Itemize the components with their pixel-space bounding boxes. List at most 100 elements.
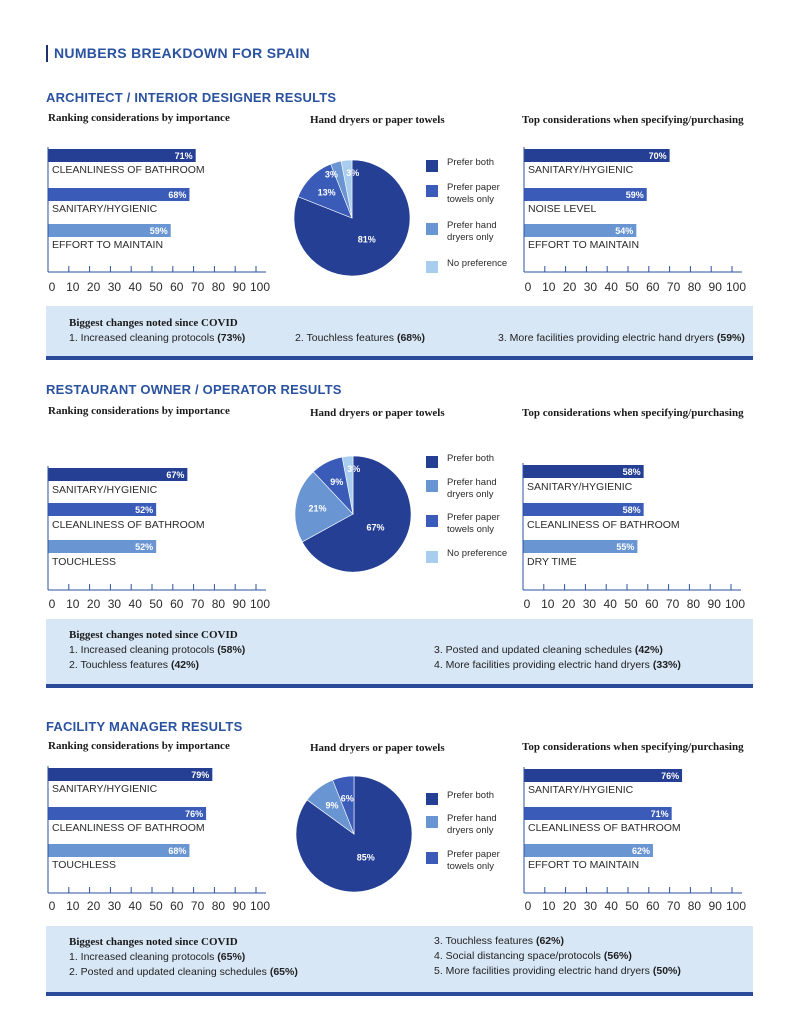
bar-value-label: 54%	[615, 226, 633, 236]
covid-change-item: 5. More facilities providing electric ha…	[434, 965, 681, 977]
bar-value-label: 59%	[626, 190, 644, 200]
bar-sanitary-hygienic	[48, 768, 213, 781]
legend-label: Prefer hand dryers only	[447, 220, 497, 243]
x-tick-label: 60	[170, 597, 184, 610]
bar-value-label: 76%	[661, 771, 679, 781]
x-tick-label: 100	[250, 280, 270, 294]
pie-chart-restaurant: 67% 21% 9% 3%	[294, 455, 412, 573]
bar-category-label: CLEANLINESS OF BATHROOM	[52, 822, 205, 834]
x-tick-label: 70	[667, 280, 681, 294]
x-tick-label: 10	[542, 280, 556, 294]
pie-slice-label: 3%	[347, 464, 360, 474]
x-tick-label: 80	[212, 280, 226, 294]
bar-chart-facility-ranking: 79% SANITARY/HYGIENIC 76% CLEANLINESS OF BA…	[47, 766, 270, 913]
ranking-subtitle: Ranking considerations by importance	[48, 405, 230, 417]
ranking-subtitle: Ranking considerations by importance	[48, 112, 230, 124]
covid-change-item: 3. More facilities providing electric ha…	[498, 332, 745, 344]
x-tick-label: 30	[584, 280, 598, 294]
bar-value-label: 52%	[135, 542, 153, 552]
bar-category-label: EFFORT TO MAINTAIN	[528, 859, 639, 871]
pie-slice-no-preference	[341, 455, 354, 515]
bar-category-label: CLEANLINESS OF BATHROOM	[52, 519, 205, 531]
bar-value-label: 52%	[135, 505, 153, 515]
legend-label: Prefer both	[447, 453, 494, 464]
pie-chart-facility: 85% 9%6%	[295, 775, 413, 893]
x-tick-label: 100	[726, 899, 746, 913]
bar-value-label: 79%	[191, 770, 209, 780]
x-tick-label: 90	[233, 597, 247, 610]
x-tick-label: 10	[66, 899, 80, 913]
bar-noise-level	[524, 188, 647, 201]
x-tick-label: 40	[605, 280, 619, 294]
x-tick-label: 20	[562, 597, 576, 610]
x-tick-label: 60	[645, 597, 659, 610]
bar-value-label: 70%	[649, 151, 667, 161]
legend-label: Prefer paper towels only	[447, 512, 500, 535]
x-tick-label: 10	[541, 597, 555, 610]
covid-changes-panel-facility: Biggest changes noted since COVID 1. Inc…	[46, 926, 753, 996]
bar-touchless	[48, 844, 190, 857]
legend-swatch-prefer-hand-dryers-only	[426, 223, 438, 235]
bar-category-label: SANITARY/HYGIENIC	[528, 784, 634, 796]
x-tick-label: 40	[129, 280, 143, 294]
bar-category-label: CLEANLINESS OF BATHROOM	[52, 164, 205, 176]
bar-sanitary-hygienic	[524, 769, 683, 782]
x-tick-label: 90	[233, 899, 247, 913]
bar-effort-to-maintain	[48, 224, 171, 237]
bar-touchless	[48, 540, 157, 553]
bar-category-label: SANITARY/HYGIENIC	[52, 783, 158, 795]
bar-value-label: 68%	[168, 190, 186, 200]
bar-value-label: 71%	[651, 809, 669, 819]
x-tick-label: 60	[646, 280, 660, 294]
x-tick-label: 100	[725, 597, 745, 610]
x-tick-label: 100	[250, 597, 270, 610]
pie-subtitle: Hand dryers or paper towels	[310, 407, 445, 419]
x-tick-label: 80	[212, 899, 226, 913]
x-tick-label: 0	[49, 899, 56, 913]
x-tick-label: 40	[604, 597, 618, 610]
bar-chart-restaurant-top: 58% SANITARY/HYGIENIC 58% CLEANLINESS OF BA…	[522, 463, 745, 610]
x-tick-label: 0	[524, 597, 531, 610]
covid-change-item: 4. Social distancing space/protocols (56…	[434, 950, 632, 962]
x-tick-label: 0	[525, 899, 532, 913]
x-tick-label: 0	[49, 597, 56, 610]
bar-sanitary-hygienic	[524, 149, 670, 162]
bar-value-label: 76%	[185, 809, 203, 819]
legend-label: Prefer paper towels only	[447, 182, 500, 205]
x-tick-label: 10	[66, 280, 80, 294]
bar-value-label: 62%	[632, 846, 650, 856]
bar-value-label: 58%	[623, 467, 641, 477]
pie-chart-architect: 81% 13% 3% 3%	[293, 159, 411, 277]
x-tick-label: 60	[170, 899, 184, 913]
x-tick-label: 70	[666, 597, 680, 610]
legend-label: Prefer hand dryers only	[447, 477, 497, 500]
x-tick-label: 50	[149, 280, 163, 294]
pie-slice-label: 81%	[358, 235, 376, 245]
x-tick-label: 30	[108, 899, 122, 913]
bar-chart-facility-top: 76% SANITARY/HYGIENIC 71% CLEANLINESS OF BA…	[523, 767, 746, 913]
x-tick-label: 100	[250, 899, 270, 913]
bar-value-label: 59%	[150, 226, 168, 236]
bar-category-label: TOUCHLESS	[52, 556, 116, 568]
bar-dry-time	[523, 540, 638, 553]
x-tick-label: 90	[708, 597, 722, 610]
x-tick-label: 50	[149, 597, 163, 610]
bar-sanitary-hygienic	[523, 465, 644, 478]
bar-cleanliness-of-bathroom	[523, 503, 644, 516]
covid-change-item: 1. Increased cleaning protocols (73%)	[69, 332, 246, 344]
covid-change-item: 1. Increased cleaning protocols (58%)	[69, 644, 246, 656]
x-tick-label: 100	[726, 280, 746, 294]
covid-change-item: 3. Posted and updated cleaning schedules…	[434, 644, 663, 656]
covid-change-item: 1. Increased cleaning protocols (65%)	[69, 951, 246, 963]
x-tick-label: 70	[667, 899, 681, 913]
pie-slice-prefer-paper-towels-only	[332, 775, 355, 835]
covid-change-item: 3. Touchless features (62%)	[434, 935, 564, 947]
covid-change-item: 4. More facilities providing electric ha…	[434, 659, 681, 671]
bar-chart-architect-ranking: 71% CLEANLINESS OF BATHROOM 68% SANITARY/HY…	[47, 147, 270, 294]
bar-cleanliness-of-bathroom	[524, 807, 672, 820]
x-tick-label: 60	[170, 280, 184, 294]
pie-legend-restaurant: Prefer both Prefer hand dryers only Prefer…	[426, 453, 526, 576]
x-tick-label: 80	[687, 597, 701, 610]
pie-slice-prefer-hand-dryers-only	[294, 471, 354, 543]
pie-slice-label: 3%	[346, 168, 359, 178]
